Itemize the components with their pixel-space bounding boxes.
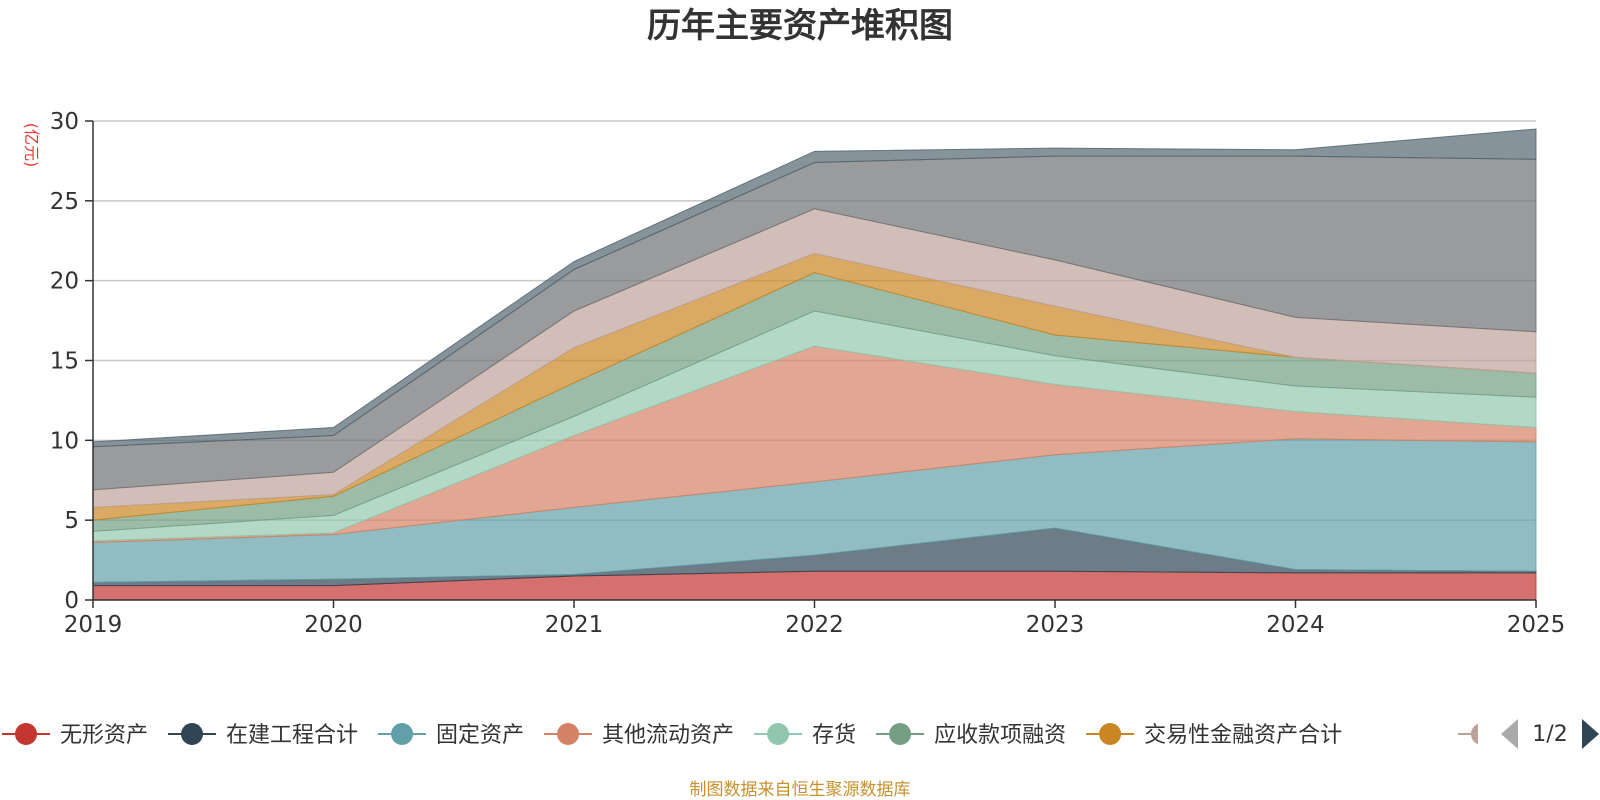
area-series: [92, 128, 1537, 601]
legend-label-4: 其他流动资产: [602, 723, 734, 748]
legend-marker-2: [181, 723, 204, 745]
legend-marker-5: [767, 723, 790, 745]
legend-marker-partial: [1471, 723, 1478, 745]
y-tick-label-30: 30: [50, 109, 79, 135]
chart-title: 历年主要资产堆积图: [647, 6, 953, 46]
y-tick-label-20: 20: [50, 269, 79, 295]
legend-marker-1: [15, 723, 37, 745]
x-tick-label-2024: 2024: [1266, 612, 1325, 638]
legend-marker-7: [1099, 723, 1122, 745]
x-tick-label-2022: 2022: [785, 612, 844, 638]
x-tick-label-2019: 2019: [64, 612, 123, 638]
legend-item-4[interactable]: 其他流动资产: [544, 723, 734, 748]
legend-label-5: 存货: [812, 723, 856, 748]
legend-label-3: 固定资产: [436, 723, 524, 748]
y-tick-label-10: 10: [50, 428, 79, 454]
data-source-note: 制图数据来自恒生聚源数据库: [690, 780, 911, 800]
y-tick-label-5: 5: [64, 508, 79, 534]
legend-page-indicator: 1/2: [1532, 722, 1567, 747]
legend-item-7[interactable]: 交易性金融资产合计: [1086, 723, 1342, 748]
legend-marker-6: [889, 723, 912, 745]
legend-label-6: 应收款项融资: [934, 723, 1066, 748]
x-tick-label-2023: 2023: [1026, 612, 1085, 638]
x-tick-label-2020: 2020: [304, 612, 363, 638]
y-tick-label-25: 25: [50, 189, 79, 215]
legend-item-2[interactable]: 在建工程合计: [168, 723, 358, 748]
y-tick-label-15: 15: [50, 349, 79, 375]
legend-item-1[interactable]: 无形资产: [2, 723, 148, 748]
legend-marker-3: [391, 723, 414, 745]
legend-pager: 1/2: [1501, 719, 1599, 749]
x-tick-label-2025: 2025: [1507, 612, 1566, 638]
legend: 无形资产 在建工程合计 固定资产 其他流动资产 存货 应收款项融资 交易性金融资产合计: [2, 723, 1500, 748]
area-series-10: [92, 128, 1537, 448]
legend-prev-page-icon[interactable]: [1501, 719, 1518, 749]
y-tick-label-0: 0: [64, 588, 79, 614]
legend-item-partial[interactable]: [1458, 723, 1500, 745]
legend-item-3[interactable]: 固定资产: [378, 723, 524, 748]
legend-label-7: 交易性金融资产合计: [1144, 723, 1342, 748]
legend-marker-4: [557, 723, 580, 745]
legend-item-5[interactable]: 存货: [754, 723, 856, 748]
y-axis-unit-label: (亿元): [22, 123, 41, 168]
x-tick-label-2021: 2021: [545, 612, 604, 638]
legend-item-6[interactable]: 应收款项融资: [876, 723, 1066, 748]
legend-label-2: 在建工程合计: [226, 723, 358, 748]
legend-label-1: 无形资产: [60, 723, 148, 748]
legend-next-page-icon[interactable]: [1582, 719, 1599, 749]
